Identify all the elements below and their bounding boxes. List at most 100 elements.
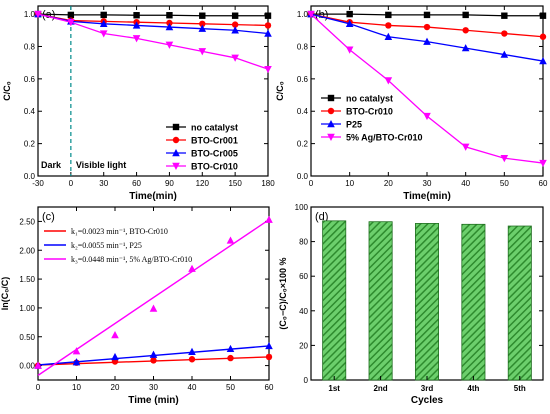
data-point — [199, 20, 206, 28]
x-tick-label: 60 — [539, 179, 548, 188]
data-point — [265, 215, 273, 223]
x-tick-label: 10 — [72, 383, 81, 392]
data-point — [188, 347, 196, 355]
data-point — [198, 48, 207, 56]
x-tick-label: 50 — [500, 179, 509, 188]
legend-label: no catalyst — [191, 123, 238, 133]
legend-marker — [172, 162, 180, 170]
data-point — [166, 19, 173, 27]
data-point — [385, 22, 392, 29]
panel-label: (c) — [42, 211, 55, 223]
data-point — [423, 23, 431, 31]
data-point — [99, 19, 108, 28]
data-point — [72, 347, 81, 355]
data-point — [307, 10, 315, 19]
x-tick-label: 0 — [309, 179, 314, 188]
bar — [368, 221, 393, 381]
annotation-visible-light: Visible light — [76, 160, 126, 170]
y-tick-label: 0.4 — [297, 107, 309, 116]
legend-label: k₂=0.0055 min⁻¹, P25 — [71, 241, 142, 250]
x-tick-label: 20 — [111, 383, 120, 392]
data-point — [539, 159, 547, 168]
x-tick-label: 2nd — [373, 384, 387, 393]
data-point — [132, 35, 141, 43]
data-point — [264, 29, 272, 37]
legend-label: 5% Ag/BTO-Cr010 — [346, 133, 423, 143]
legend-label: BTO-Cr010 — [191, 162, 238, 172]
x-axis-label: Cycles — [411, 395, 444, 406]
data-point — [345, 19, 354, 28]
data-point — [100, 11, 107, 19]
panel-d: 0 20 40 60 80 100 (C₀−C)/C₀×100 % Cycles (d) 1st 2… — [278, 203, 544, 406]
panel-a: 0.0 0.2 0.4 0.6 0.8 1.0 -30 0 30 60 90 120 150 180 C/C… — [2, 5, 275, 202]
data-point — [265, 353, 273, 361]
x-tick-label: 180 — [261, 179, 275, 188]
x-tick-label: 30 — [149, 383, 158, 392]
legend-marker — [327, 107, 335, 115]
legend-marker — [172, 123, 180, 131]
data-point — [198, 24, 207, 32]
data-point — [72, 358, 81, 366]
x-axis-label: Time(min) — [129, 191, 177, 202]
data-point — [264, 12, 272, 19]
data-point — [264, 65, 272, 74]
y-tick-label: 40 — [299, 307, 308, 316]
x-tick-label: 40 — [188, 383, 197, 392]
data-point — [384, 32, 393, 40]
x-tick-label: 0 — [69, 179, 74, 188]
data-point — [346, 10, 353, 18]
data-point — [385, 11, 392, 19]
data-point — [501, 30, 508, 37]
data-point — [423, 37, 431, 45]
y-tick-label: 0.2 — [297, 140, 309, 149]
y-tick-label: 0.6 — [297, 75, 309, 84]
data-point — [150, 357, 157, 364]
data-point — [226, 344, 235, 353]
legend-label: BTO-Cr010 — [346, 107, 393, 117]
data-point — [188, 356, 196, 363]
data-point — [501, 12, 508, 19]
panel-label: (d) — [315, 211, 328, 223]
legend-label: BTO-Cr005 — [191, 149, 238, 159]
x-tick-label: 3rd — [421, 384, 434, 393]
data-point — [67, 18, 75, 27]
data-point — [34, 361, 42, 369]
data-point — [423, 11, 431, 19]
data-point — [264, 22, 272, 29]
plot-frame — [37, 5, 269, 177]
data-point — [231, 54, 239, 62]
data-point — [149, 350, 158, 358]
x-tick-label: 20 — [384, 179, 393, 188]
panel-c: 0.00 0.50 1.00 1.50 2.00 2.50 0 10 20 30 40 50 60 ln(… — [0, 206, 274, 406]
x-tick-label: 120 — [196, 179, 210, 188]
x-tick-label: 30 — [99, 179, 108, 188]
series-line — [37, 13, 268, 17]
data-point — [265, 341, 273, 350]
y-axis-label: C/C₀ — [2, 81, 12, 101]
y-tick-label: 0.00 — [19, 362, 35, 371]
legend-label: BTO-Cr001 — [191, 136, 238, 146]
bar — [322, 220, 347, 381]
x-tick-label: -30 — [32, 179, 44, 188]
data-point — [133, 12, 140, 19]
data-point — [423, 112, 431, 121]
legend-marker — [172, 136, 180, 144]
data-point — [227, 354, 234, 362]
x-tick-label: 60 — [265, 383, 274, 392]
y-tick-label: 1.50 — [19, 275, 35, 284]
data-point — [500, 50, 509, 58]
bar — [414, 223, 439, 381]
x-tick-label: 60 — [132, 179, 141, 188]
data-point — [166, 12, 173, 19]
series-line — [37, 13, 269, 27]
y-tick-label: 60 — [299, 272, 308, 281]
data-point — [165, 41, 174, 49]
data-point — [67, 11, 75, 19]
x-tick-label: 30 — [423, 179, 432, 188]
y-tick-label: 1.0 — [297, 10, 309, 19]
data-point — [231, 21, 239, 28]
y-tick-label: 0.2 — [24, 140, 36, 149]
y-tick-label: 0 — [304, 376, 309, 385]
y-tick-label: 0.50 — [19, 333, 35, 342]
data-point — [199, 12, 206, 19]
